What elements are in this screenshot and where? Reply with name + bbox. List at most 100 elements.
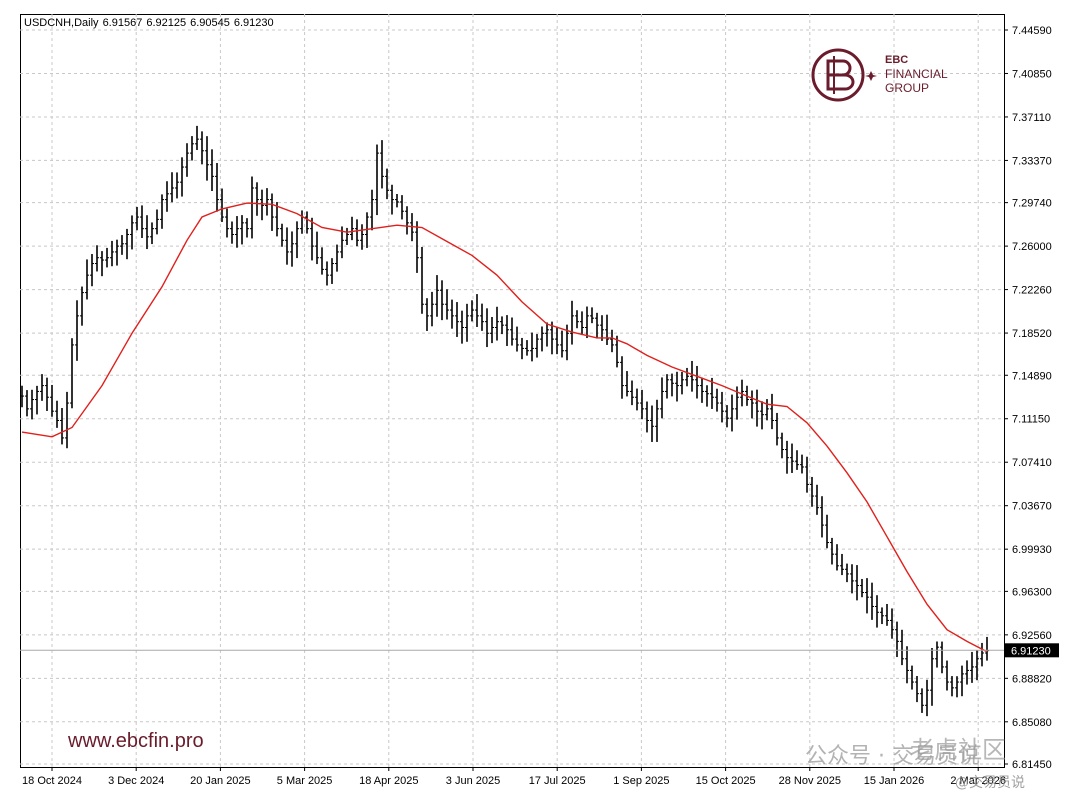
symbol-header: USDCNH,Daily 6.91567 6.92125 6.90545 6.91230 xyxy=(24,17,278,29)
price-bar xyxy=(355,219,359,247)
price-bar xyxy=(585,306,589,339)
price-bar xyxy=(40,374,44,401)
price-bar xyxy=(860,578,864,598)
price-bar xyxy=(70,338,74,409)
price-bar xyxy=(280,223,284,247)
y-tick-label: 7.14890 xyxy=(1012,370,1052,382)
price-bar xyxy=(265,188,269,216)
price-bar xyxy=(970,651,974,683)
price-bar xyxy=(220,188,224,222)
price-bar xyxy=(905,646,909,684)
price-bar xyxy=(715,388,719,412)
x-tick-label: 3 Jun 2025 xyxy=(446,775,500,787)
price-bar xyxy=(605,314,609,345)
price-bar xyxy=(945,660,949,691)
price-bar xyxy=(890,608,894,639)
logo-text: EBC FINANCIAL GROUP xyxy=(885,53,948,95)
moving-average xyxy=(21,202,988,653)
price-bar xyxy=(200,131,204,165)
price-bar xyxy=(975,649,979,681)
price-bar xyxy=(920,688,924,713)
price-bar xyxy=(135,206,139,231)
price-bar xyxy=(380,140,384,189)
price-bar xyxy=(450,299,454,329)
price-bar xyxy=(140,205,144,238)
watermark-text-3: @交易员说 xyxy=(955,775,1025,791)
price-bar xyxy=(75,300,79,361)
price-bar xyxy=(655,399,659,442)
price-bar xyxy=(85,259,89,300)
price-bar xyxy=(540,326,544,352)
price-bar xyxy=(850,564,854,594)
price-bar xyxy=(695,365,699,399)
price-bar xyxy=(435,275,439,317)
price-bar xyxy=(875,595,879,628)
price-bar xyxy=(425,298,429,331)
price-bar xyxy=(535,334,539,358)
y-tick-label: 7.22260 xyxy=(1012,285,1052,297)
price-bar xyxy=(640,389,644,420)
price-bar xyxy=(440,280,444,321)
price-bar xyxy=(615,335,619,368)
price-bar xyxy=(600,315,604,341)
price-bar xyxy=(825,514,829,549)
price-bar xyxy=(260,189,264,221)
x-tick-label: 2 Mar 2026 xyxy=(950,775,1006,787)
price-bar xyxy=(30,389,34,420)
price-bar xyxy=(185,143,189,177)
price-bar xyxy=(95,245,99,272)
price-bar xyxy=(740,379,744,407)
price-bar xyxy=(310,217,314,261)
price-bar xyxy=(770,393,774,430)
price-bar xyxy=(80,286,84,326)
y-tick-label: 6.88820 xyxy=(1012,673,1052,685)
price-bar xyxy=(575,310,579,329)
price-bar xyxy=(755,389,759,427)
price-bar xyxy=(20,385,24,408)
price-bar xyxy=(330,258,334,284)
price-bar xyxy=(685,367,689,387)
price-bar xyxy=(460,310,464,344)
price-bar xyxy=(90,254,94,287)
price-bar xyxy=(675,371,679,402)
price-bar xyxy=(100,251,104,277)
price-bar xyxy=(315,231,319,265)
price-bar xyxy=(485,308,489,348)
price-bar xyxy=(650,405,654,442)
price-bar xyxy=(510,317,514,346)
price-bar xyxy=(385,168,389,200)
price-bar xyxy=(730,394,734,432)
price-bar xyxy=(235,216,239,248)
price-bar xyxy=(470,300,474,322)
price-bar xyxy=(305,211,309,234)
price-bar xyxy=(25,390,29,417)
website-link[interactable]: www.ebcfin.pro xyxy=(68,730,204,752)
price-bar xyxy=(275,201,279,237)
price-bar xyxy=(855,565,859,601)
price-bar xyxy=(160,194,164,229)
price-bar xyxy=(670,373,674,397)
price-bar xyxy=(245,218,249,238)
price-bar xyxy=(520,337,524,360)
price-bar xyxy=(645,401,649,433)
price-bar xyxy=(980,642,984,667)
price-bar xyxy=(635,388,639,411)
current-price-tag xyxy=(1005,643,1059,658)
price-bar xyxy=(965,660,969,685)
price-bar xyxy=(550,321,554,355)
y-tick-label: 6.81450 xyxy=(1012,759,1052,771)
price-bar xyxy=(765,399,769,421)
price-bar xyxy=(815,484,819,515)
x-tick-label: 15 Oct 2025 xyxy=(696,775,756,787)
price-bar xyxy=(350,216,354,241)
price-bar xyxy=(790,443,794,473)
price-bar xyxy=(430,291,434,327)
x-tick-label: 5 Mar 2025 xyxy=(277,775,333,787)
price-bar xyxy=(795,450,799,470)
price-bar xyxy=(960,665,964,697)
watermark-text: 公众号 · 交易员说 xyxy=(805,744,980,769)
price-bar xyxy=(50,384,54,417)
price-bar xyxy=(445,289,449,320)
price-bar xyxy=(505,315,509,346)
price-bar xyxy=(230,221,234,244)
